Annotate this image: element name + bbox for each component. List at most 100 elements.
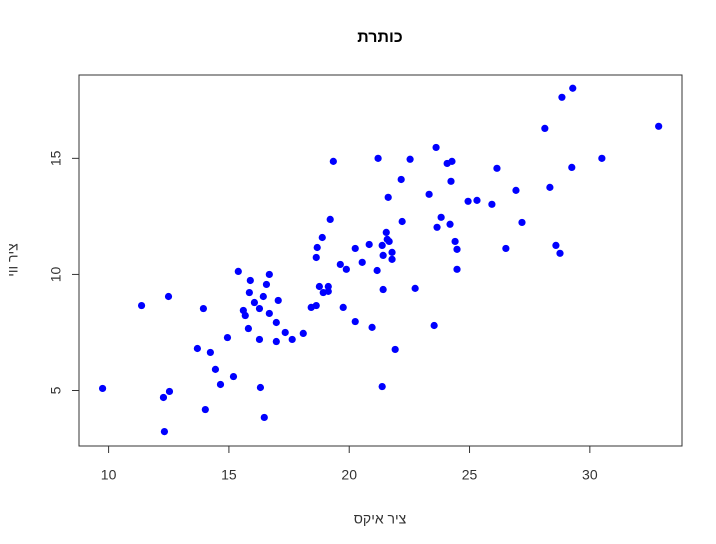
- point: [569, 84, 577, 92]
- y-axis-label: ציר ווי: [5, 243, 21, 277]
- x-tick-label: 15: [221, 467, 237, 483]
- plot-box: [78, 74, 683, 447]
- point: [255, 335, 264, 344]
- point: [385, 237, 393, 246]
- point: [326, 215, 334, 224]
- point: [464, 197, 472, 205]
- x-tick-label: 20: [341, 467, 357, 483]
- point: [453, 265, 461, 273]
- point: [430, 321, 438, 330]
- point: [512, 186, 520, 194]
- point: [397, 175, 405, 184]
- point: [368, 323, 376, 331]
- point: [448, 157, 456, 165]
- point: [518, 218, 526, 227]
- point: [265, 309, 273, 318]
- point: [193, 344, 201, 353]
- point: [137, 301, 146, 310]
- point: [342, 265, 350, 273]
- point: [216, 380, 225, 389]
- point: [425, 190, 433, 198]
- point: [329, 157, 337, 165]
- point: [556, 249, 564, 257]
- point: [312, 253, 320, 262]
- point: [318, 233, 326, 242]
- point: [374, 154, 382, 162]
- chart-title: כותרת: [357, 29, 402, 46]
- point: [365, 240, 373, 249]
- point: [223, 333, 232, 342]
- y-tick-label: 15: [48, 150, 64, 166]
- point: [262, 280, 271, 289]
- point: [201, 405, 209, 414]
- point: [315, 282, 323, 291]
- point: [655, 122, 663, 130]
- x-tick-label: 25: [462, 467, 478, 483]
- point: [98, 384, 107, 393]
- point: [379, 285, 387, 294]
- point: [473, 196, 481, 204]
- point: [493, 164, 501, 172]
- point: [336, 260, 344, 269]
- point: [312, 301, 320, 310]
- point: [373, 266, 381, 275]
- point: [324, 282, 332, 291]
- point: [398, 217, 406, 226]
- point: [351, 317, 359, 326]
- point: [453, 245, 461, 253]
- point: [272, 337, 280, 346]
- point: [211, 365, 220, 373]
- point: [164, 292, 173, 301]
- point: [598, 154, 606, 162]
- point: [199, 304, 208, 313]
- point: [384, 193, 392, 201]
- point: [234, 267, 242, 276]
- point: [451, 237, 459, 246]
- point: [256, 383, 265, 392]
- point: [378, 241, 386, 250]
- point: [447, 177, 455, 185]
- point: [255, 304, 264, 313]
- point: [246, 276, 254, 285]
- point: [339, 303, 347, 311]
- point: [159, 393, 168, 402]
- y-tick-label: 5: [48, 386, 64, 394]
- point: [274, 296, 282, 305]
- point: [206, 348, 214, 357]
- point: [259, 292, 267, 301]
- point: [433, 223, 441, 231]
- x-axis-label: ציר איקס: [354, 511, 407, 527]
- point: [241, 311, 249, 320]
- point: [313, 243, 321, 252]
- point: [391, 345, 399, 354]
- point: [568, 163, 576, 172]
- point: [388, 248, 396, 256]
- point: [379, 251, 387, 259]
- point: [437, 213, 445, 221]
- x-tick-label: 30: [582, 467, 598, 483]
- point: [411, 284, 419, 292]
- point: [378, 382, 386, 391]
- point: [299, 329, 307, 337]
- x-tick-label: 10: [101, 467, 117, 483]
- point: [265, 270, 273, 279]
- point: [388, 255, 396, 263]
- point: [558, 93, 566, 101]
- point: [502, 244, 510, 253]
- point: [250, 298, 259, 307]
- point: [382, 228, 390, 237]
- point: [160, 428, 169, 436]
- y-tick-label: 10: [48, 266, 64, 282]
- point: [432, 143, 440, 152]
- point: [229, 372, 238, 381]
- point: [446, 220, 454, 228]
- point: [260, 413, 268, 422]
- point: [281, 328, 289, 337]
- point: [488, 200, 496, 208]
- point: [358, 258, 366, 266]
- point: [288, 335, 296, 344]
- point: [541, 124, 549, 132]
- point: [406, 155, 414, 163]
- point: [546, 183, 554, 191]
